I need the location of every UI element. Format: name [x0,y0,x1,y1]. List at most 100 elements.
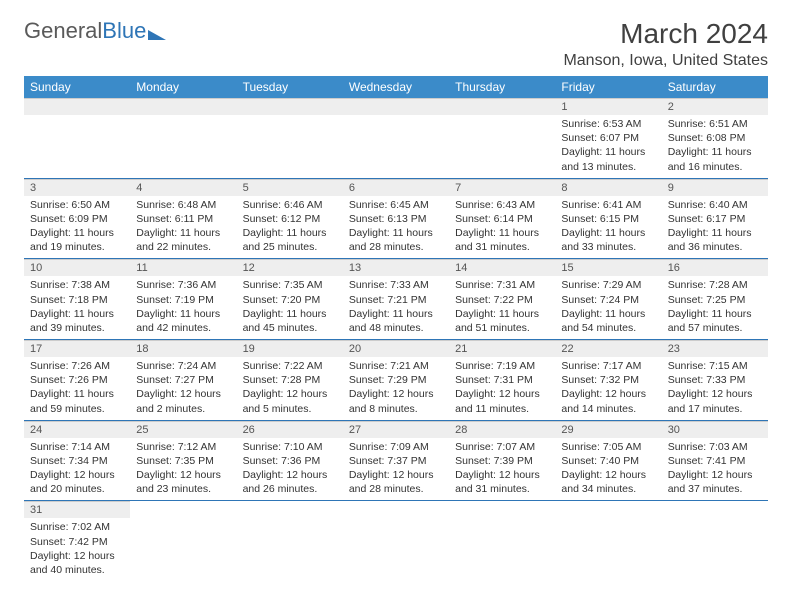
day-body: Sunrise: 6:45 AMSunset: 6:13 PMDaylight:… [343,196,449,259]
logo: GeneralBlue [24,18,166,44]
calendar-day-cell: 8Sunrise: 6:41 AMSunset: 6:15 PMDaylight… [555,178,661,259]
day-body: Sunrise: 7:36 AMSunset: 7:19 PMDaylight:… [130,276,236,339]
sunset-text: Sunset: 7:20 PM [243,293,337,307]
sunset-text: Sunset: 7:26 PM [30,373,124,387]
day-number: 6 [343,179,449,196]
day-number: 22 [555,340,661,357]
logo-text-2: Blue [102,18,146,44]
calendar-day-cell: 17Sunrise: 7:26 AMSunset: 7:26 PMDayligh… [24,340,130,421]
day-body: Sunrise: 6:51 AMSunset: 6:08 PMDaylight:… [662,115,768,178]
calendar-day-cell: 21Sunrise: 7:19 AMSunset: 7:31 PMDayligh… [449,340,555,421]
sunrise-text: Sunrise: 6:51 AM [668,117,762,131]
sunset-text: Sunset: 7:34 PM [30,454,124,468]
empty-day-header [24,98,130,115]
calendar-day-cell: 11Sunrise: 7:36 AMSunset: 7:19 PMDayligh… [130,259,236,340]
day-body: Sunrise: 7:28 AMSunset: 7:25 PMDaylight:… [662,276,768,339]
sunrise-text: Sunrise: 7:09 AM [349,440,443,454]
daylight-text: Daylight: 11 hours and 25 minutes. [243,226,337,254]
day-body: Sunrise: 7:29 AMSunset: 7:24 PMDaylight:… [555,276,661,339]
day-body: Sunrise: 7:38 AMSunset: 7:18 PMDaylight:… [24,276,130,339]
sunset-text: Sunset: 7:33 PM [668,373,762,387]
header: GeneralBlue March 2024 Manson, Iowa, Uni… [24,18,768,70]
day-body: Sunrise: 7:15 AMSunset: 7:33 PMDaylight:… [662,357,768,420]
sunrise-text: Sunrise: 7:36 AM [136,278,230,292]
sunset-text: Sunset: 7:24 PM [561,293,655,307]
calendar-day-cell: 15Sunrise: 7:29 AMSunset: 7:24 PMDayligh… [555,259,661,340]
page-title: March 2024 [563,18,768,50]
daylight-text: Daylight: 11 hours and 36 minutes. [668,226,762,254]
weekday-header: Thursday [449,76,555,98]
sunrise-text: Sunrise: 7:15 AM [668,359,762,373]
day-body: Sunrise: 7:17 AMSunset: 7:32 PMDaylight:… [555,357,661,420]
calendar-day-cell: 14Sunrise: 7:31 AMSunset: 7:22 PMDayligh… [449,259,555,340]
day-number: 23 [662,340,768,357]
sunset-text: Sunset: 7:35 PM [136,454,230,468]
day-number: 1 [555,98,661,115]
daylight-text: Daylight: 11 hours and 57 minutes. [668,307,762,335]
calendar-day-cell: 1Sunrise: 6:53 AMSunset: 6:07 PMDaylight… [555,98,661,178]
sunrise-text: Sunrise: 7:29 AM [561,278,655,292]
daylight-text: Daylight: 11 hours and 19 minutes. [30,226,124,254]
day-body: Sunrise: 6:50 AMSunset: 6:09 PMDaylight:… [24,196,130,259]
sunrise-text: Sunrise: 7:33 AM [349,278,443,292]
daylight-text: Daylight: 11 hours and 39 minutes. [30,307,124,335]
calendar-day-cell: 9Sunrise: 6:40 AMSunset: 6:17 PMDaylight… [662,178,768,259]
sunrise-text: Sunrise: 6:40 AM [668,198,762,212]
sunset-text: Sunset: 7:36 PM [243,454,337,468]
day-number: 15 [555,259,661,276]
daylight-text: Daylight: 12 hours and 23 minutes. [136,468,230,496]
daylight-text: Daylight: 11 hours and 48 minutes. [349,307,443,335]
sunset-text: Sunset: 7:40 PM [561,454,655,468]
day-body: Sunrise: 7:35 AMSunset: 7:20 PMDaylight:… [237,276,343,339]
weekday-header: Monday [130,76,236,98]
day-number: 11 [130,259,236,276]
sunset-text: Sunset: 7:31 PM [455,373,549,387]
day-number: 10 [24,259,130,276]
sunset-text: Sunset: 6:14 PM [455,212,549,226]
calendar-table: SundayMondayTuesdayWednesdayThursdayFrid… [24,76,768,581]
daylight-text: Daylight: 12 hours and 2 minutes. [136,387,230,415]
sunrise-text: Sunrise: 7:03 AM [668,440,762,454]
day-body: Sunrise: 7:02 AMSunset: 7:42 PMDaylight:… [24,518,130,581]
day-number: 27 [343,421,449,438]
sunrise-text: Sunrise: 6:46 AM [243,198,337,212]
sunrise-text: Sunrise: 7:26 AM [30,359,124,373]
sunrise-text: Sunrise: 6:53 AM [561,117,655,131]
daylight-text: Daylight: 12 hours and 20 minutes. [30,468,124,496]
calendar-day-cell [449,98,555,178]
day-body: Sunrise: 7:03 AMSunset: 7:41 PMDaylight:… [662,438,768,501]
sunset-text: Sunset: 6:17 PM [668,212,762,226]
sunrise-text: Sunrise: 7:14 AM [30,440,124,454]
sunset-text: Sunset: 7:41 PM [668,454,762,468]
day-body: Sunrise: 7:05 AMSunset: 7:40 PMDaylight:… [555,438,661,501]
calendar-day-cell: 4Sunrise: 6:48 AMSunset: 6:11 PMDaylight… [130,178,236,259]
calendar-week-row: 31Sunrise: 7:02 AMSunset: 7:42 PMDayligh… [24,501,768,581]
daylight-text: Daylight: 12 hours and 37 minutes. [668,468,762,496]
day-body: Sunrise: 7:33 AMSunset: 7:21 PMDaylight:… [343,276,449,339]
daylight-text: Daylight: 11 hours and 28 minutes. [349,226,443,254]
day-number: 19 [237,340,343,357]
day-number: 4 [130,179,236,196]
daylight-text: Daylight: 12 hours and 31 minutes. [455,468,549,496]
flag-icon [148,30,166,40]
day-body: Sunrise: 6:46 AMSunset: 6:12 PMDaylight:… [237,196,343,259]
day-number: 24 [24,421,130,438]
calendar-day-cell: 16Sunrise: 7:28 AMSunset: 7:25 PMDayligh… [662,259,768,340]
calendar-day-cell: 12Sunrise: 7:35 AMSunset: 7:20 PMDayligh… [237,259,343,340]
calendar-day-cell: 27Sunrise: 7:09 AMSunset: 7:37 PMDayligh… [343,420,449,501]
calendar-day-cell: 19Sunrise: 7:22 AMSunset: 7:28 PMDayligh… [237,340,343,421]
calendar-week-row: 3Sunrise: 6:50 AMSunset: 6:09 PMDaylight… [24,178,768,259]
sunset-text: Sunset: 6:15 PM [561,212,655,226]
day-body: Sunrise: 7:14 AMSunset: 7:34 PMDaylight:… [24,438,130,501]
sunrise-text: Sunrise: 7:05 AM [561,440,655,454]
calendar-day-cell [237,501,343,581]
daylight-text: Daylight: 11 hours and 59 minutes. [30,387,124,415]
day-body: Sunrise: 6:43 AMSunset: 6:14 PMDaylight:… [449,196,555,259]
calendar-day-cell: 10Sunrise: 7:38 AMSunset: 7:18 PMDayligh… [24,259,130,340]
day-body: Sunrise: 6:48 AMSunset: 6:11 PMDaylight:… [130,196,236,259]
day-number: 14 [449,259,555,276]
calendar-day-cell: 26Sunrise: 7:10 AMSunset: 7:36 PMDayligh… [237,420,343,501]
sunset-text: Sunset: 6:11 PM [136,212,230,226]
daylight-text: Daylight: 12 hours and 26 minutes. [243,468,337,496]
daylight-text: Daylight: 11 hours and 13 minutes. [561,145,655,173]
